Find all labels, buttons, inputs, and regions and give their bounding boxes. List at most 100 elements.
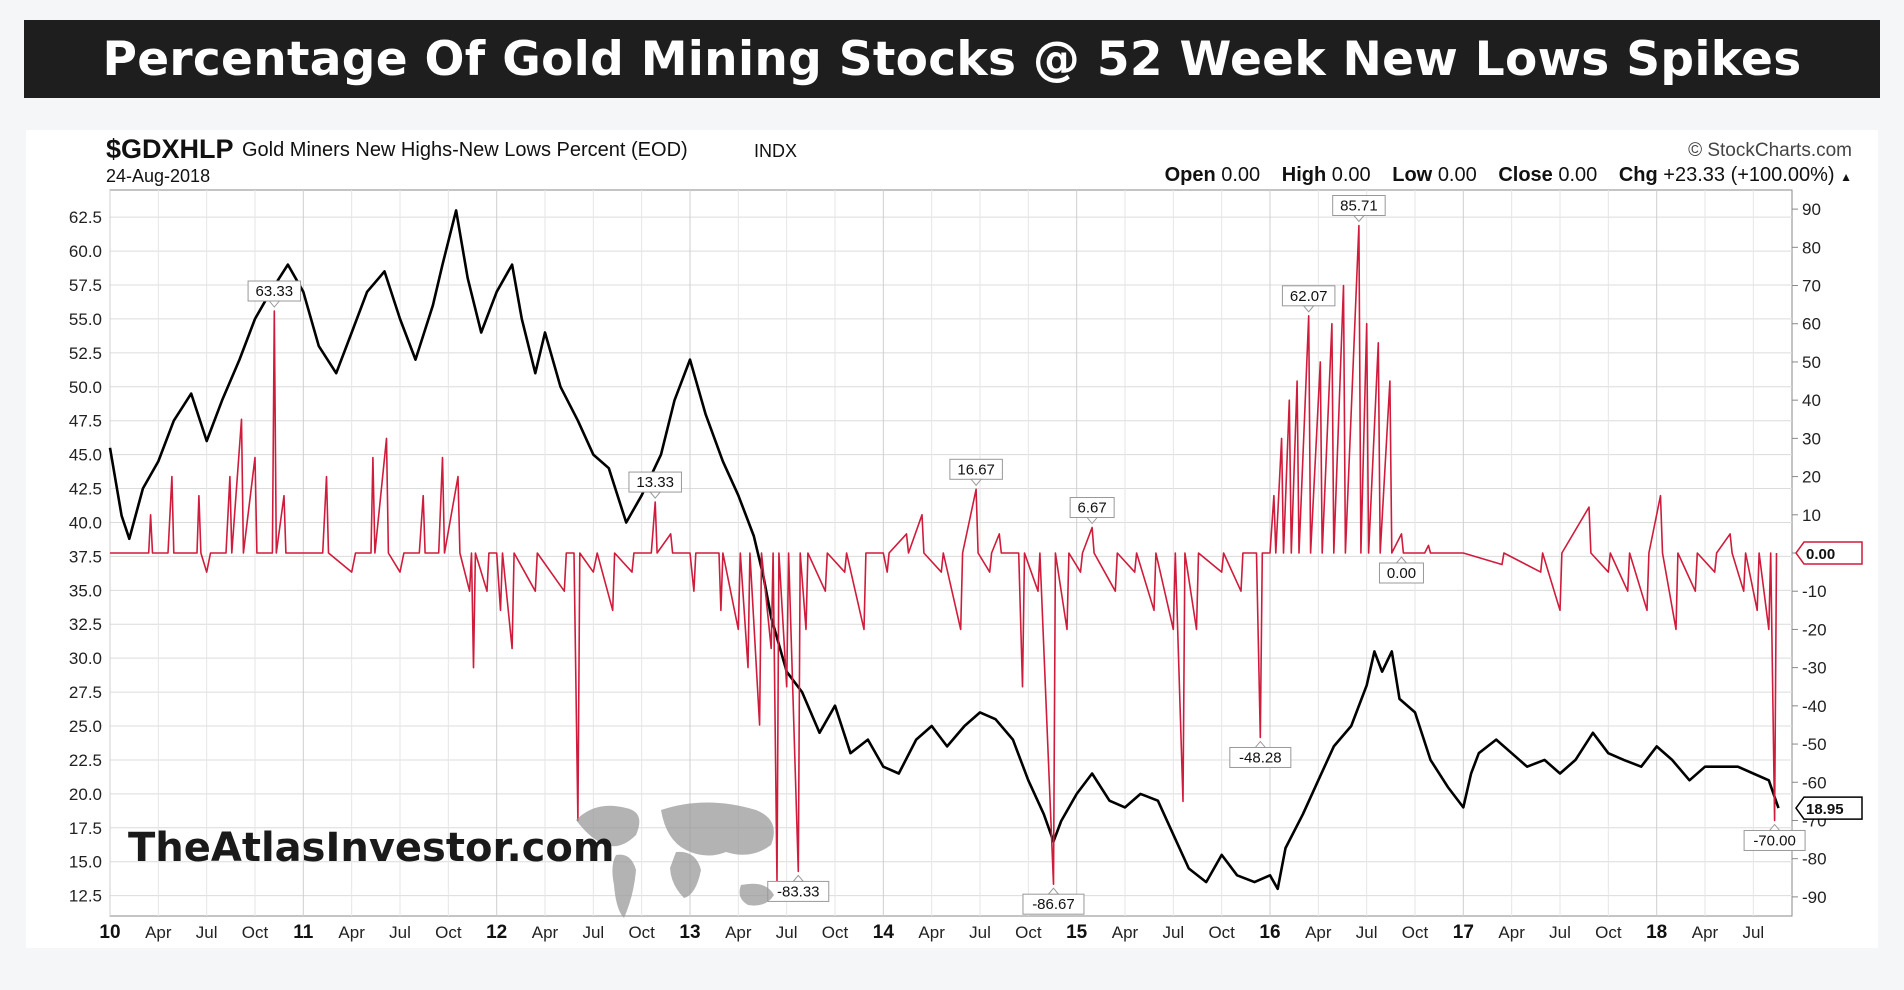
left-axis-tick-label: 32.5 <box>69 615 102 634</box>
annotation-label: 16.67 <box>957 461 995 478</box>
right-axis-tick-label: -90 <box>1802 888 1827 907</box>
annotation-label: -70.00 <box>1753 832 1796 849</box>
left-axis-tick-label: 42.5 <box>69 480 102 499</box>
chart-title: Percentage Of Gold Mining Stocks @ 52 We… <box>102 31 1802 87</box>
left-axis-tick-label: 52.5 <box>69 344 102 363</box>
x-axis-month-label: Jul <box>1742 923 1764 942</box>
x-axis-month-label: Apr <box>1498 923 1525 942</box>
x-axis-month-label: Oct <box>1595 923 1622 942</box>
left-axis-tick-label: 25.0 <box>69 717 102 736</box>
annotation-label: 62.07 <box>1290 288 1328 305</box>
chg-value: +23.33 (+100.00%) <box>1663 164 1835 186</box>
high-label: High <box>1281 164 1327 186</box>
low-label: Low <box>1392 164 1433 186</box>
index-tag: INDX <box>754 141 798 161</box>
right-axis-tick-label: 30 <box>1802 429 1821 448</box>
annotation-pointer <box>970 478 983 487</box>
last-value-label: 0.00 <box>1806 546 1835 563</box>
x-axis-month-label: Jul <box>1356 923 1378 942</box>
left-axis-tick-label: 60.0 <box>69 242 102 261</box>
x-axis-month-label: Oct <box>1015 923 1042 942</box>
right-axis-tick-label: 80 <box>1802 238 1821 257</box>
annotation-label: 63.33 <box>256 283 294 300</box>
annotation-label: -86.67 <box>1032 896 1075 913</box>
watermark-text: TheAtlasInvestor.com <box>128 825 615 871</box>
left-axis-tick-label: 45.0 <box>69 446 102 465</box>
right-axis-tick-label: 70 <box>1802 277 1821 296</box>
x-axis-month-label: Apr <box>532 923 559 942</box>
close-label: Close <box>1498 164 1553 186</box>
right-axis-tick-label: -20 <box>1802 620 1827 639</box>
ticker-symbol: $GDXHLP <box>106 134 234 164</box>
right-axis-tick-label: -30 <box>1802 659 1827 678</box>
left-axis-tick-label: 35.0 <box>69 581 102 600</box>
ohlc-readout: Open 0.00 High 0.00 Low 0.00 Close 0.00 … <box>1165 164 1852 187</box>
right-axis-tick-label: -50 <box>1802 735 1827 754</box>
series-description: Gold Miners New Highs-New Lows Percent (… <box>242 139 688 161</box>
left-axis-tick-label: 27.5 <box>69 683 102 702</box>
annotation-pointer <box>1086 517 1099 525</box>
left-axis-tick-label: 37.5 <box>69 547 102 566</box>
left-axis-tick-label: 47.5 <box>69 412 102 431</box>
last-value-tag <box>1795 541 1863 565</box>
x-axis-month-label: Apr <box>918 923 945 942</box>
x-axis-month-label: Jul <box>776 923 798 942</box>
right-axis-tick-label: -80 <box>1802 850 1827 869</box>
chart-panel: $GDXHLP Gold Miners New Highs-New Lows P… <box>26 130 1878 948</box>
left-axis-tick-label: 22.5 <box>69 751 102 770</box>
open-label: Open <box>1164 164 1216 186</box>
triangle-up-icon: ▲ <box>1840 170 1852 184</box>
x-axis-year-label: 15 <box>1066 922 1088 943</box>
annotation-pointer <box>1395 556 1408 564</box>
chart-title-banner: Percentage Of Gold Mining Stocks @ 52 We… <box>24 20 1880 98</box>
right-axis-tick-label: 20 <box>1802 468 1821 487</box>
gdx-price-line <box>108 209 1780 891</box>
x-axis-month-label: Jul <box>1162 923 1184 942</box>
left-axis-tick-label: 62.5 <box>69 208 102 227</box>
x-axis-year-label: 13 <box>679 922 700 943</box>
new-highs-lows-line <box>110 224 1778 885</box>
x-axis-month-label: Oct <box>435 923 462 942</box>
right-axis-tick-label: 90 <box>1802 200 1821 219</box>
annotation-pointer <box>1047 887 1060 895</box>
left-axis-tick-label: 55.0 <box>69 310 102 329</box>
chart-svg: 62.5 60.0 57.5 55.0 52.5 50.0 47.5 45.0 42.5 40.0… <box>69 189 1863 943</box>
last-value-tag <box>1795 796 1863 820</box>
annotation-pointer <box>649 491 662 499</box>
annotation-pointer <box>268 300 281 308</box>
annotation-pointer <box>1352 214 1366 223</box>
x-axis-month-label: Apr <box>1112 923 1139 942</box>
annotation-pointer <box>792 874 805 882</box>
left-axis-tick-label: 50.0 <box>69 378 102 397</box>
high-value: 0.00 <box>1331 164 1371 186</box>
right-axis-tick-label: 40 <box>1802 391 1821 410</box>
annotation-label: 85.71 <box>1340 197 1378 214</box>
annotation-label: -48.28 <box>1239 749 1282 766</box>
x-axis-month-label: Jul <box>1549 923 1571 942</box>
x-axis-month-label: Apr <box>1692 923 1719 942</box>
x-axis-month-label: Jul <box>196 923 218 942</box>
left-axis-tick-label: 17.5 <box>69 819 102 838</box>
x-axis-year-label: 17 <box>1453 922 1474 943</box>
annotation-label: 0.00 <box>1387 565 1416 582</box>
right-axis-tick-label: -40 <box>1802 697 1827 716</box>
last-value-label: 18.95 <box>1806 801 1844 818</box>
world-map-icon <box>576 802 774 918</box>
annotation-pointer <box>1302 305 1315 313</box>
right-axis-tick-label: -10 <box>1802 582 1827 601</box>
x-axis-month-label: Oct <box>628 923 655 942</box>
x-axis-month-label: Apr <box>338 923 365 942</box>
left-axis-tick-label: 20.0 <box>69 785 102 804</box>
x-axis-month-label: Apr <box>145 923 172 942</box>
x-axis-month-label: Jul <box>969 923 991 942</box>
x-axis-month-label: Jul <box>389 923 411 942</box>
annotation-label: 13.33 <box>636 474 674 491</box>
right-axis-tick-label: 10 <box>1802 506 1821 525</box>
x-axis-year-label: 14 <box>873 922 895 943</box>
x-axis-month-label: Jul <box>582 923 604 942</box>
left-axis-tick-label: 12.5 <box>69 887 102 906</box>
x-axis-year-label: 16 <box>1259 922 1280 943</box>
right-axis-tick-label: 50 <box>1802 353 1821 372</box>
annotation-label: -83.33 <box>777 883 820 900</box>
x-axis-year-label: 10 <box>99 922 120 943</box>
